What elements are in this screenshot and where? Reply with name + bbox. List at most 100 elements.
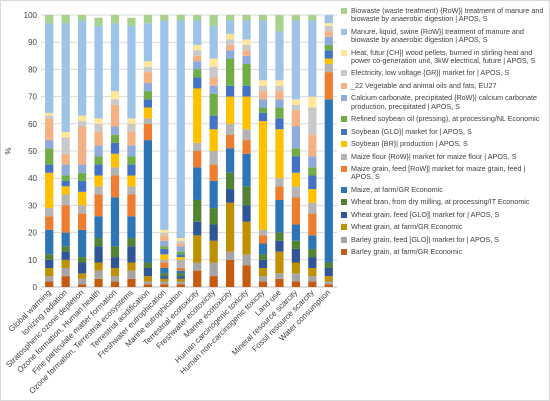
legend-item: Manure, liquid, swine {RoW}| treatment o… [341,27,545,45]
bar-segment [242,55,251,64]
bar-segment [61,131,70,138]
bar-segment [176,278,185,282]
bar-segment [110,267,120,277]
bar-segment [242,140,251,154]
legend-label: Maize flour {RoW}| market for maize flou… [351,151,517,161]
bar-segment [193,221,202,236]
bar-segment [291,156,300,173]
bar-segment [209,208,218,225]
bar-segment [45,229,54,255]
bar-segment [242,85,251,97]
bar-segment [143,61,152,67]
legend-swatch [341,153,347,160]
bar-segment [258,91,268,100]
bar-segment [226,20,235,35]
bar-segment [160,240,169,247]
bar-segment [209,129,218,151]
bar-segment [143,281,152,285]
bar-segment [61,267,70,277]
bar-segment [94,118,103,124]
bar-segment [160,254,169,260]
bar-segment [143,99,152,108]
bar-segment [258,121,268,230]
bar-segment [45,276,54,282]
legend-label: _22 Vegetable and animal oils and fats, … [351,80,497,90]
bar-segment [324,99,333,263]
bar-segment [242,265,251,287]
bar-segment [193,199,202,222]
bar-segment [61,23,70,132]
bar-segment [110,167,120,176]
bar-segment [226,85,235,97]
bar-segment [291,99,300,105]
bar-segment [308,257,317,268]
bar-segment [226,44,235,51]
bar-segment [308,156,317,168]
legend-swatch [341,211,347,218]
bar-segment [45,15,54,24]
bar-segment [258,112,268,122]
bar-segment [94,164,103,176]
bar-segment [291,262,300,274]
bar-segment [78,278,87,285]
bar-segment [209,224,218,241]
bar-segment [176,254,185,258]
bar-segment [193,69,202,78]
bar-segment [209,58,218,67]
bar-segment [143,107,152,119]
bar-segment [45,254,54,260]
y-tick-label: 60 [28,120,37,129]
bar-segment [324,44,333,51]
bar-segment [209,151,218,165]
bar-segment [61,194,70,206]
bar-segment [324,58,333,64]
bar-segment [127,278,136,287]
bar-segment [308,167,317,176]
bar-segment [291,15,300,21]
bar-segment [61,186,70,195]
bar-segment [275,99,284,108]
bar-segment [275,15,284,32]
bar-segment [176,257,185,260]
bar-segment [45,118,54,141]
bar-segment [45,164,54,173]
bar-segment [45,148,54,165]
bar-segment [110,91,120,100]
bar-segment [226,134,235,149]
bar-segment [45,23,54,113]
bar-segment [291,224,300,241]
bar-segment [45,259,54,268]
bar-segment [324,25,333,32]
bar-segment [275,273,284,279]
bar-segment [160,273,169,277]
bar-segment [160,246,169,249]
bar-segment [258,229,268,236]
bar-segment [45,281,54,287]
bar-segment [78,213,87,230]
bar-segment [143,284,152,287]
bar-segment [275,232,284,241]
bar-segment [324,281,333,285]
bar-segment [291,148,300,157]
bar-segment [94,270,103,279]
bar-segment [209,93,218,116]
bar-segment [143,91,152,100]
bar-segment [209,15,218,26]
bar-segment [143,118,152,124]
legend-label: Wheat bran, from dry milling, at process… [351,197,530,207]
bar-segment [275,129,284,179]
bar-segment [160,284,169,287]
legend-label: Barley grain, feed [GLO]| market for | A… [351,234,499,244]
y-tick-label: 50 [28,147,37,156]
bar-segment [242,39,251,45]
bar-segment [275,251,284,274]
bar-segment [176,259,185,268]
bar-segment [193,61,202,70]
bar-segment [209,180,218,209]
bar-segment [110,15,120,24]
bar-segment [291,197,300,225]
bar-segment [193,88,202,143]
bar-segment [291,281,300,287]
legend-swatch [341,186,347,193]
